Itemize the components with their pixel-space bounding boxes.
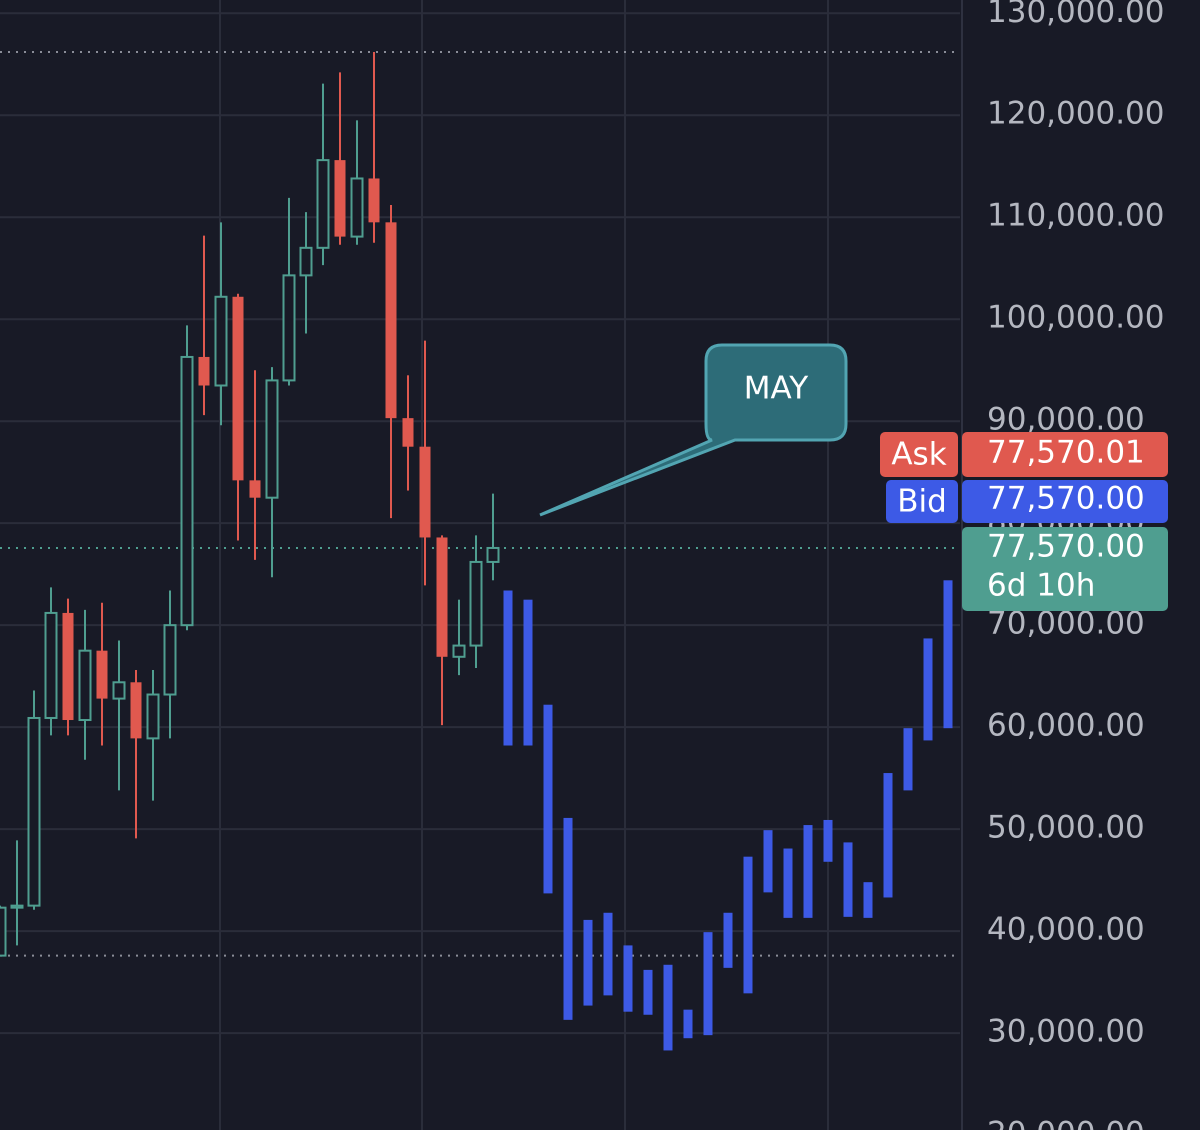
projection-bar (863, 882, 873, 918)
candle-body (163, 624, 177, 696)
projection-bar (723, 912, 733, 968)
y-tick-label: 110,000.00 (987, 198, 1165, 234)
ask-value-box (962, 432, 1168, 477)
candle-body (350, 177, 364, 238)
annotation-text: MAY (744, 371, 809, 407)
projection-bar (643, 969, 653, 1015)
candle-body (27, 716, 41, 907)
candle-body (0, 906, 7, 957)
candle-body (469, 560, 483, 647)
y-tick-label: 60,000.00 (987, 708, 1145, 744)
bid-label-box (886, 480, 958, 523)
candle-body (486, 546, 500, 563)
y-tick-label: 120,000.00 (987, 96, 1165, 132)
y-tick-label: 20,000.00 (987, 1116, 1145, 1130)
candle-body (10, 904, 24, 909)
candle-body (44, 611, 58, 719)
projection-bar (563, 817, 573, 1020)
callout-shape (539, 343, 848, 517)
annotation-callout: MAY (539, 343, 848, 517)
candle-body (249, 480, 261, 498)
candle-body (436, 537, 448, 657)
projection-bar (543, 704, 553, 894)
projection-bar (883, 773, 893, 898)
ask-value: 77,570.01 (987, 435, 1145, 471)
projection-bar (783, 848, 793, 918)
candle-body (198, 356, 210, 386)
y-tick-label: 100,000.00 (987, 300, 1165, 336)
ask-label: Ask (891, 437, 946, 473)
projection-bar (803, 825, 813, 918)
candle-body (130, 682, 142, 739)
y-tick-label: 70,000.00 (987, 606, 1145, 642)
projection-bar (823, 819, 833, 862)
y-tick-label: 130,000.00 (987, 0, 1165, 30)
projection-bar (583, 919, 593, 1006)
y-tick-label: 90,000.00 (987, 402, 1145, 438)
bid-label: Bid (897, 484, 947, 520)
marks (0, 52, 953, 1051)
candle-body (385, 222, 397, 419)
projection-bar (743, 856, 753, 994)
candle-body (146, 693, 160, 740)
projection-bar (523, 599, 533, 746)
y-tick-label: 40,000.00 (987, 912, 1145, 948)
candle-body (180, 355, 194, 627)
projection-bar (503, 590, 513, 746)
candle-body (214, 295, 228, 387)
candle-body (368, 178, 380, 223)
candle-body (452, 644, 466, 658)
y-tick-label: 50,000.00 (987, 810, 1145, 846)
candle-body (282, 274, 296, 382)
projection-bar (703, 932, 713, 1036)
candle-body (62, 612, 74, 721)
candle-body (299, 246, 313, 277)
last-price-box (962, 527, 1168, 611)
projection-bar (623, 945, 633, 1012)
vertical-grid (219, 0, 829, 1130)
candle-body (334, 160, 346, 237)
candle-body (419, 446, 431, 538)
y-tick-label: 30,000.00 (987, 1014, 1145, 1050)
projection-bar (663, 964, 673, 1051)
bid-value-box (962, 480, 1168, 523)
ask-label-box (880, 432, 958, 477)
projection-bar (943, 580, 953, 729)
projection-bar (603, 912, 613, 996)
projection-bar (843, 842, 853, 917)
candle-body (112, 681, 126, 700)
last-price: 77,570.00 (987, 529, 1145, 565)
candle-body (78, 649, 92, 722)
candle-body (316, 159, 330, 249)
candle-body (402, 418, 414, 447)
price-axis: 20,000.00 30,000.00 40,000.00 50,000.00 60,0… (987, 0, 1165, 1130)
candle-body (96, 650, 108, 699)
bid-value: 77,570.00 (987, 481, 1145, 517)
countdown: 6d 10h (987, 568, 1095, 604)
projection-bar (763, 830, 773, 893)
candle-body (232, 296, 244, 481)
projection-bar (683, 1009, 693, 1039)
price-tags: Ask 77,570.01 Bid 77,570.00 77,570.00 6d… (880, 432, 1168, 611)
projection-bar (903, 728, 913, 791)
candle-body (265, 379, 279, 499)
projection-bar (923, 638, 933, 741)
